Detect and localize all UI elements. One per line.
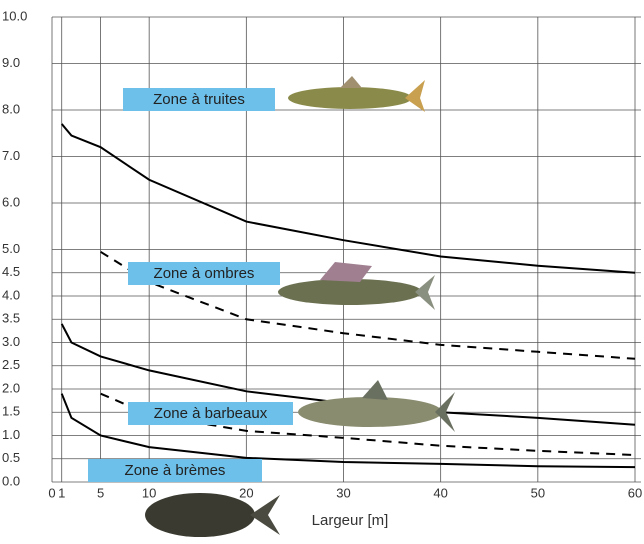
zone-label: Zone à truites — [153, 91, 245, 108]
chart: 0.0 0.5 1.0 1.5 2.0 2.5 3.0 3.5 4.0 4.5 5.0 6.0 7.0 8… — [0, 0, 644, 544]
y-tick-label: 2.5 — [2, 357, 20, 372]
x-tick-label: 1 — [58, 485, 65, 500]
y-tick-label: 4.0 — [2, 287, 20, 302]
y-tick-label: 4.5 — [2, 264, 20, 279]
y-tick-label: 0.5 — [2, 450, 20, 465]
y-tick-label: 9.0 — [2, 55, 20, 70]
y-tick-label: 5.0 — [2, 241, 20, 256]
y-tick-label: 6.0 — [2, 194, 20, 209]
x-tick-label: 20 — [239, 485, 253, 500]
x-axis-title: Largeur [m] — [312, 512, 389, 529]
x-tick-label: 50 — [531, 485, 545, 500]
y-tick-label: 1.0 — [2, 427, 20, 442]
y-tick-label: 1.5 — [2, 404, 20, 419]
y-tick-label: 0.0 — [2, 473, 20, 488]
fish-trout — [288, 76, 425, 112]
x-tick-label: 0 — [48, 485, 55, 500]
y-tick-label: 10.0 — [2, 8, 27, 23]
y-tick-label: 8.0 — [2, 101, 20, 116]
zone-label: Zone à brèmes — [125, 462, 226, 479]
zone-label: Zone à barbeaux — [154, 405, 268, 422]
fish-bream — [145, 493, 280, 537]
x-tick-label: 40 — [433, 485, 447, 500]
y-tick-label: 7.0 — [2, 148, 20, 163]
x-tick-label: 5 — [97, 485, 104, 500]
y-tick-label: 3.5 — [2, 311, 20, 326]
x-tick-label: 10 — [142, 485, 156, 500]
fish-grayling — [278, 262, 435, 310]
curve — [62, 124, 635, 273]
zone-label: Zone à ombres — [154, 265, 255, 282]
x-tick-label: 30 — [336, 485, 350, 500]
x-tick-label: 60 — [628, 485, 642, 500]
y-tick-label: 3.0 — [2, 334, 20, 349]
y-tick-label: 2.0 — [2, 380, 20, 395]
fish-barbel — [298, 380, 455, 432]
